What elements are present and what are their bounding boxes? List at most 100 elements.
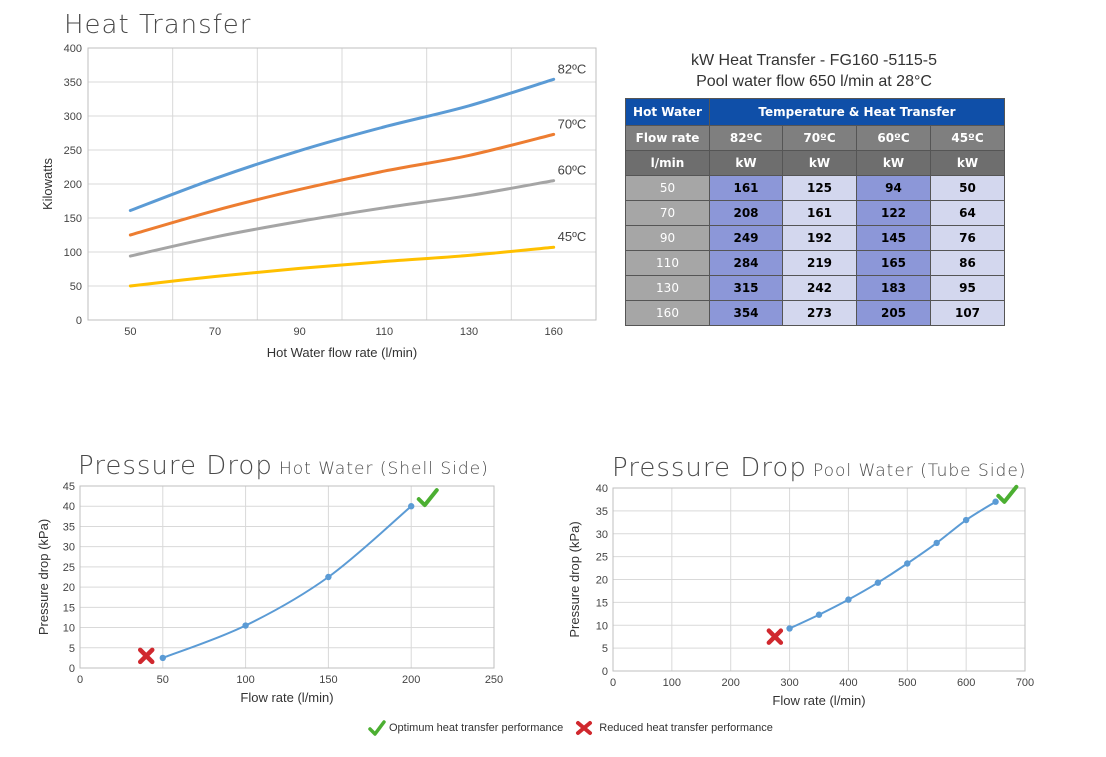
y-tick-label: 30	[63, 542, 75, 554]
value-cell: 95	[930, 275, 1005, 301]
value-cell: 64	[930, 200, 1005, 226]
series-line	[128, 245, 556, 288]
cross-icon	[576, 721, 593, 735]
value-cell: 125	[782, 175, 857, 201]
legend-reduced-label: Reduced heat transfer performance	[599, 722, 773, 734]
x-tick-label: 700	[1016, 677, 1034, 689]
y-tick-label: 200	[64, 179, 82, 191]
value-cell: 208	[709, 200, 783, 226]
y-tick-label: 40	[63, 501, 75, 513]
value-cell: 273	[782, 300, 857, 326]
header-lmin: l/min	[625, 150, 710, 176]
x-tick-label: 50	[157, 674, 169, 686]
y-tick-label: 15	[596, 597, 608, 609]
data-point	[786, 625, 793, 632]
series-label: 82ºC	[558, 61, 587, 76]
header-flow-rate: Flow rate	[625, 125, 710, 151]
reduced-cross-icon	[137, 647, 155, 665]
x-tick-label: 500	[898, 677, 916, 689]
data-point	[815, 611, 823, 618]
x-axis-label: Flow rate (l/min)	[772, 693, 865, 708]
y-tick-label: 45	[63, 481, 75, 493]
heat-chart-title: Heat Transfer	[64, 10, 252, 40]
value-cell: 94	[856, 175, 931, 201]
value-cell: 161	[782, 200, 857, 226]
check-icon	[368, 720, 386, 736]
y-tick-label: 30	[596, 529, 608, 541]
heat-transfer-chart: 0 50 100 150 200 250 300 350 400 50 70 90 110 130 160 H…	[40, 43, 597, 360]
data-point	[933, 539, 940, 547]
x-tick-label: 90	[294, 326, 306, 338]
value-cell: 284	[709, 250, 783, 276]
y-axis-label: Pressure drop (kPa)	[567, 521, 582, 637]
value-cell: 107	[930, 300, 1005, 326]
x-tick-label: 110	[376, 326, 394, 338]
x-tick-label: 100	[663, 677, 681, 689]
y-tick-label: 0	[602, 666, 608, 678]
pd-hot-title: Pressure Drop Hot Water (Shell Side)	[78, 451, 489, 481]
plot-border	[87, 47, 597, 321]
header-unit: kW	[709, 150, 783, 176]
value-cell: 249	[709, 225, 783, 251]
data-point	[242, 622, 249, 629]
value-cell: 315	[709, 275, 783, 301]
y-tick-label: 35	[63, 521, 75, 533]
data-point	[159, 654, 166, 662]
x-tick-label: 200	[402, 674, 420, 686]
optimum-check-icon	[416, 488, 439, 508]
y-tick-label: 25	[596, 552, 608, 564]
y-tick-label: 5	[602, 643, 608, 655]
y-tick-label: 300	[64, 111, 82, 123]
table-caption: kW Heat Transfer - FG160 -5115-5 Pool wa…	[624, 50, 1004, 92]
table-caption-line1: kW Heat Transfer - FG160 -5115-5	[690, 52, 937, 69]
table-row: 110 284 219 165 86	[625, 250, 1005, 276]
header-temp-70: 70ºC	[782, 125, 857, 151]
pressure-drop-hot-chart: 0 5 10 15 20 25 30 35 40 45 0 50 100 150 200 250 Flow ra…	[36, 481, 503, 705]
value-cell: 183	[856, 275, 931, 301]
data-point	[408, 503, 415, 510]
series-label: 60ºC	[558, 163, 587, 178]
plot-border	[79, 485, 495, 669]
y-tick-label: 50	[70, 281, 82, 293]
flow-cell: 70	[625, 200, 710, 226]
value-cell: 86	[930, 250, 1005, 276]
y-tick-label: 40	[596, 483, 608, 495]
value-cell: 122	[856, 200, 931, 226]
y-tick-label: 350	[64, 77, 82, 89]
table-row: 130 315 242 183 95	[625, 275, 1005, 301]
flow-cell: 50	[625, 175, 710, 201]
y-tick-label: 250	[64, 145, 82, 157]
y-tick-label: 150	[64, 213, 82, 225]
x-tick-label: 250	[485, 674, 503, 686]
y-tick-label: 15	[63, 602, 75, 614]
flow-cell: 160	[625, 300, 710, 326]
x-tick-label: 0	[610, 677, 616, 689]
value-cell: 354	[709, 300, 783, 326]
data-point	[325, 573, 332, 581]
y-tick-label: 35	[596, 506, 608, 518]
y-tick-label: 5	[69, 643, 75, 655]
y-tick-label: 10	[63, 623, 75, 635]
legend-optimum-label: Optimum heat transfer performance	[389, 722, 564, 734]
series-line	[128, 132, 556, 237]
optimum-check-icon	[996, 484, 1019, 504]
header-unit: kW	[930, 150, 1005, 176]
x-tick-label: 600	[957, 677, 975, 689]
y-tick-label: 100	[64, 247, 82, 259]
value-cell: 205	[856, 300, 931, 326]
table-row: 70 208 161 122 64	[625, 200, 1005, 226]
series-label: 70ºC	[558, 116, 587, 131]
x-axis-label: Flow rate (l/min)	[240, 690, 333, 705]
y-tick-label: 10	[596, 620, 608, 632]
reduced-cross-icon	[766, 628, 784, 645]
x-tick-label: 400	[839, 677, 857, 689]
data-point	[904, 560, 911, 567]
series-label: 45ºC	[558, 229, 587, 244]
x-tick-label: 0	[77, 674, 83, 686]
header-hot-water: Hot Water	[625, 98, 710, 126]
y-tick-label: 0	[69, 663, 75, 675]
series-line	[128, 77, 556, 213]
y-axis-label: Kilowatts	[40, 157, 55, 210]
table-row: 160 354 273 205 107	[625, 300, 1005, 326]
value-cell: 145	[856, 225, 931, 251]
